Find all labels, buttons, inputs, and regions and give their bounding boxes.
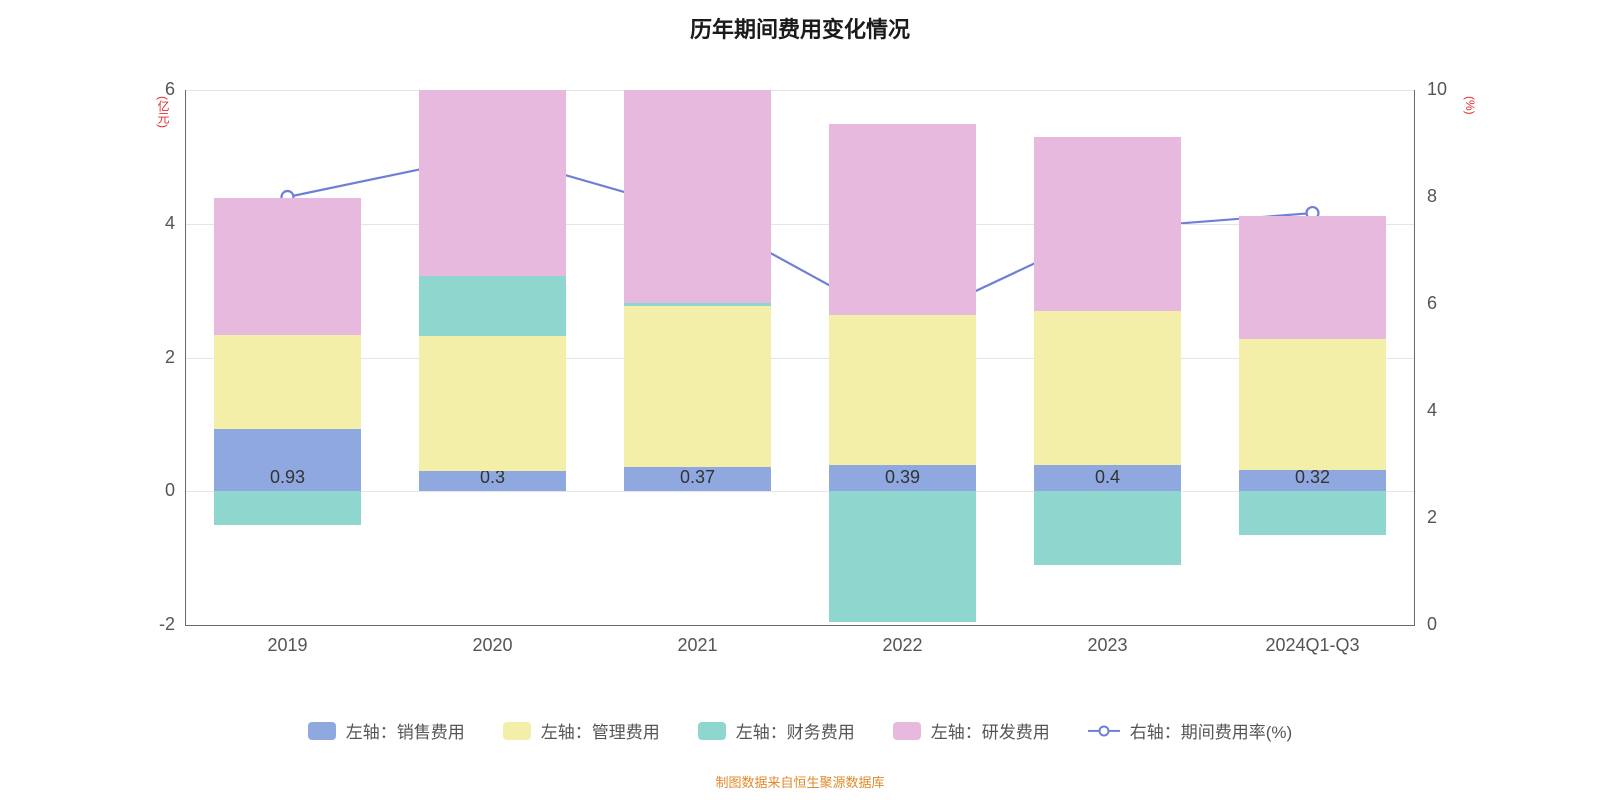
legend-label: 左轴：销售费用 — [346, 718, 465, 743]
bar-group: 0.93 — [214, 90, 362, 625]
y-tick-right: 10 — [1427, 79, 1447, 100]
legend-swatch — [308, 722, 336, 740]
legend-item: 左轴：研发费用 — [893, 718, 1050, 743]
bar-value-label: 0.32 — [1239, 467, 1387, 488]
bar-segment-admin — [1034, 311, 1182, 465]
plot-area: -202460246810(亿元)(%)0.9320190.320200.372… — [185, 90, 1415, 625]
bar-value-label: 0.39 — [829, 467, 977, 488]
bar-segment-admin — [829, 315, 977, 465]
bar-segment-rnd — [829, 124, 977, 315]
legend-swatch — [893, 722, 921, 740]
grid-line — [185, 358, 1415, 359]
legend-item: 右轴：期间费用率(%) — [1088, 718, 1292, 743]
bar-value-label: 0.37 — [624, 467, 772, 488]
grid-line — [185, 224, 1415, 225]
bar-value-label: 0.93 — [214, 467, 362, 488]
bar-segment-rnd — [1239, 216, 1387, 340]
legend-item: 左轴：财务费用 — [698, 718, 855, 743]
y-axis-right — [1414, 90, 1415, 625]
y-tick-right: 4 — [1427, 400, 1437, 421]
bar-segment-rnd — [419, 90, 567, 276]
bar-group: 0.32 — [1239, 90, 1387, 625]
x-tick-label: 2024Q1-Q3 — [1210, 635, 1415, 656]
y-axis-left — [185, 90, 186, 625]
y-tick-left: 2 — [135, 347, 175, 368]
chart-container: 历年期间费用变化情况 -202460246810(亿元)(%)0.9320190… — [0, 0, 1600, 800]
x-axis-line — [185, 625, 1415, 626]
y-tick-left: 0 — [135, 480, 175, 501]
grid-line — [185, 491, 1415, 492]
x-tick-label: 2022 — [800, 635, 1005, 656]
legend-label: 左轴：财务费用 — [736, 718, 855, 743]
legend-swatch — [503, 722, 531, 740]
bar-segment-finance — [419, 276, 567, 336]
legend-item: 左轴：管理费用 — [503, 718, 660, 743]
y-tick-right: 0 — [1427, 614, 1437, 635]
bar-group: 0.39 — [829, 90, 977, 625]
bar-group: 0.4 — [1034, 90, 1182, 625]
legend-label: 左轴：管理费用 — [541, 718, 660, 743]
legend-item: 左轴：销售费用 — [308, 718, 465, 743]
bar-segment-admin — [419, 336, 567, 471]
y-tick-right: 2 — [1427, 507, 1437, 528]
bar-segment-rnd — [1034, 137, 1182, 311]
footer-note: 制图数据来自恒生聚源数据库 — [0, 772, 1600, 791]
bar-segment-admin — [214, 335, 362, 429]
bar-group: 0.3 — [419, 90, 567, 625]
bar-segment-rnd — [624, 90, 772, 303]
bar-segment-finance — [624, 303, 772, 306]
legend-swatch — [698, 722, 726, 740]
x-tick-label: 2020 — [390, 635, 595, 656]
y-tick-right: 6 — [1427, 293, 1437, 314]
x-tick-label: 2019 — [185, 635, 390, 656]
y-tick-left: -2 — [135, 614, 175, 635]
bar-group: 0.37 — [624, 90, 772, 625]
y-tick-left: 4 — [135, 213, 175, 234]
bar-segment-finance — [1239, 491, 1387, 534]
legend: 左轴：销售费用 左轴：管理费用 左轴：财务费用 左轴：研发费用 右轴：期间费用率(%) — [0, 718, 1600, 743]
legend-line-swatch — [1088, 724, 1120, 738]
bar-value-label: 0.4 — [1034, 467, 1182, 488]
y-tick-right: 8 — [1427, 186, 1437, 207]
x-tick-label: 2023 — [1005, 635, 1210, 656]
y-axis-right-unit: (%) — [1463, 96, 1477, 115]
grid-line — [185, 90, 1415, 91]
bar-segment-rnd — [214, 198, 362, 335]
x-tick-label: 2021 — [595, 635, 800, 656]
bar-segment-finance — [829, 491, 977, 621]
bar-segment-finance — [214, 491, 362, 524]
bar-segment-finance — [1034, 491, 1182, 565]
legend-label: 左轴：研发费用 — [931, 718, 1050, 743]
chart-title: 历年期间费用变化情况 — [0, 12, 1600, 44]
y-axis-left-unit: (亿元) — [155, 96, 172, 128]
bar-segment-admin — [1239, 339, 1387, 469]
bar-segment-admin — [624, 306, 772, 467]
legend-label: 右轴：期间费用率(%) — [1130, 718, 1292, 743]
